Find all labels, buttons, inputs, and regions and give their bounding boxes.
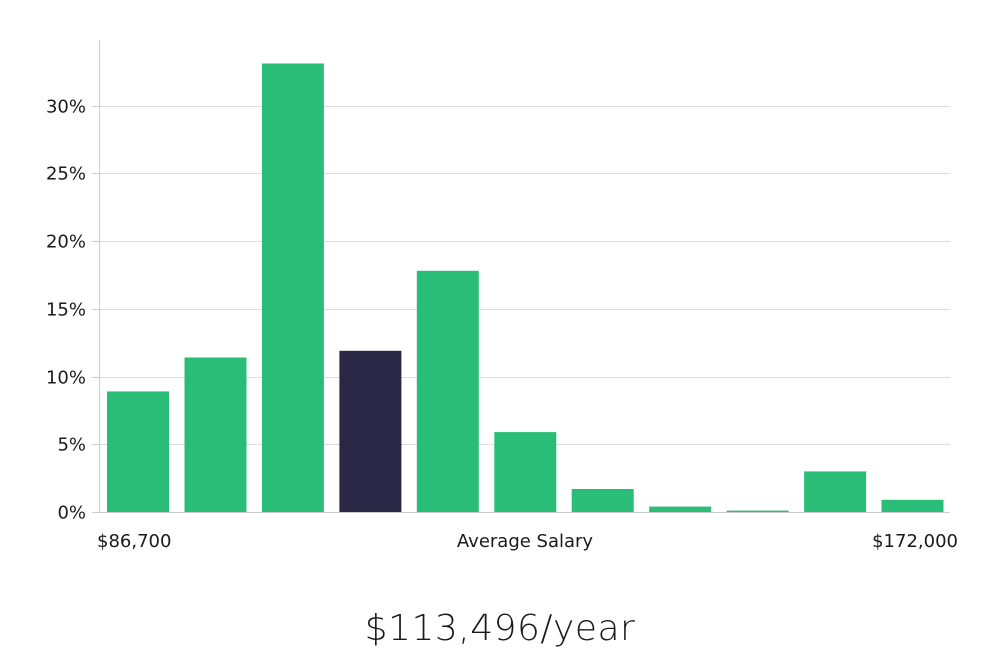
x-min-label: $86,700 — [97, 531, 171, 552]
bar — [649, 506, 712, 512]
bar — [416, 270, 479, 512]
x-axis-title: Average Salary — [457, 531, 594, 552]
y-tick-label: 25% — [46, 164, 86, 185]
bars — [107, 63, 944, 512]
bar — [804, 471, 867, 512]
bar — [881, 499, 944, 512]
y-tick-label: 15% — [46, 300, 86, 321]
y-axis-ticks: 0% 5% 10% 15% 20% 25% 30% — [46, 97, 100, 524]
bar — [107, 391, 169, 512]
y-tick-label: 5% — [57, 435, 86, 456]
average-salary-headline: $113,496/year — [364, 608, 636, 649]
bar — [184, 357, 247, 512]
x-max-label: $172,000 — [872, 531, 958, 552]
bar — [261, 63, 324, 512]
bar — [494, 432, 557, 512]
bar-highlighted — [339, 350, 402, 512]
salary-distribution-chart: 0% 5% 10% 15% 20% 25% 30% $86,700 Average Sala… — [46, 40, 958, 552]
y-tick-label: 20% — [46, 232, 86, 253]
bar — [726, 510, 789, 512]
bar — [571, 489, 634, 512]
y-tick-label: 0% — [57, 503, 86, 524]
y-tick-label: 30% — [46, 97, 86, 118]
y-tick-label: 10% — [46, 368, 86, 389]
